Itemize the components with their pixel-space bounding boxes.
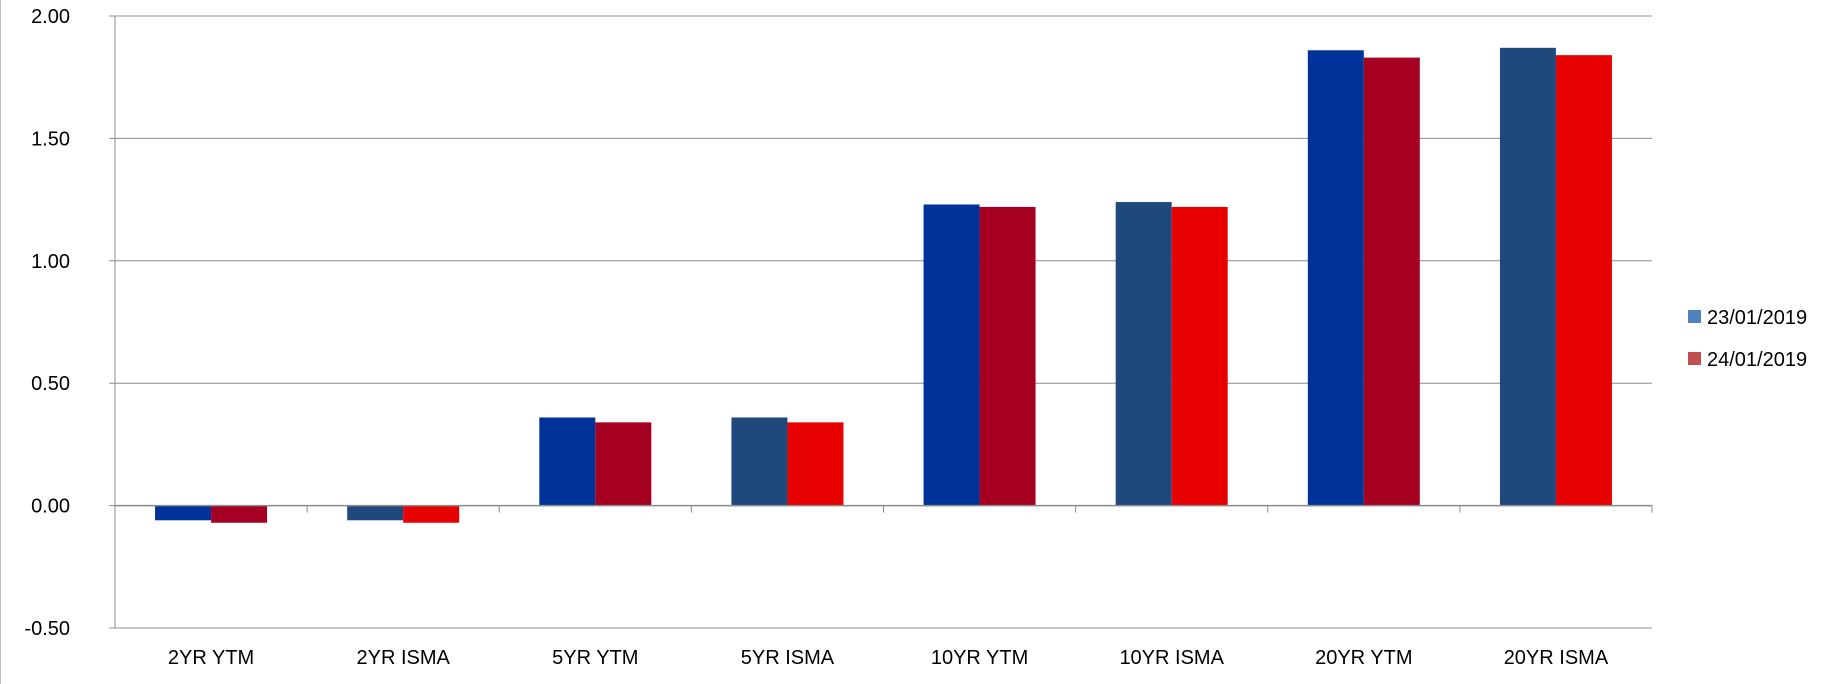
x-tick-label: 5YR ISMA xyxy=(741,647,835,669)
bar-series-2 xyxy=(1363,57,1420,506)
y-tick-label: 1.00 xyxy=(31,251,70,273)
bar-series-1 xyxy=(1115,202,1172,506)
y-tick-label: 1.50 xyxy=(31,128,70,150)
x-axis-tick-labels: 2YR YTM 2YR ISMA 5YR YTM 5YR ISMA 10YR YTM 10… xyxy=(168,647,1609,669)
bar-series-1 xyxy=(731,417,788,506)
bar-series-1 xyxy=(539,417,596,506)
legend-swatch xyxy=(1688,352,1701,365)
bar-series-1 xyxy=(1499,47,1556,506)
bar-series-2 xyxy=(1171,206,1228,506)
y-tick-label: 0.50 xyxy=(31,373,70,395)
legend: 23/01/2019 24/01/2019 xyxy=(1688,307,1807,371)
bar-series-2 xyxy=(979,206,1036,506)
y-axis-tick-labels: 2.00 1.50 1.00 0.50 0.00 -0.50 xyxy=(24,6,70,640)
bar-series-2 xyxy=(211,505,268,523)
x-tick-label: 2YR ISMA xyxy=(357,647,451,669)
x-tick-label: 20YR ISMA xyxy=(1504,647,1609,669)
bar-series-1 xyxy=(1307,50,1364,506)
x-tick-label: 2YR YTM xyxy=(168,647,254,669)
legend-swatch xyxy=(1688,310,1701,323)
x-axis xyxy=(114,504,1653,513)
gridlines xyxy=(109,15,1652,629)
bar-series-2 xyxy=(1555,55,1612,506)
x-tick-label: 10YR YTM xyxy=(931,647,1028,669)
y-tick-label: 0.00 xyxy=(31,496,70,518)
bars xyxy=(155,47,1612,523)
bar-series-1 xyxy=(155,505,212,521)
bar-series-1 xyxy=(347,505,404,521)
bar-series-2 xyxy=(595,422,652,506)
x-tick-label: 10YR ISMA xyxy=(1119,647,1224,669)
x-tick-label: 5YR YTM xyxy=(552,647,638,669)
bar-series-2 xyxy=(403,505,460,523)
legend-label: 24/01/2019 xyxy=(1707,349,1807,371)
y-tick-label: -0.50 xyxy=(24,618,70,640)
x-tick-label: 20YR YTM xyxy=(1315,647,1412,669)
legend-label: 23/01/2019 xyxy=(1707,307,1807,329)
y-tick-label: 2.00 xyxy=(31,6,70,28)
bar-series-1 xyxy=(923,204,980,506)
bar-series-2 xyxy=(787,422,844,506)
